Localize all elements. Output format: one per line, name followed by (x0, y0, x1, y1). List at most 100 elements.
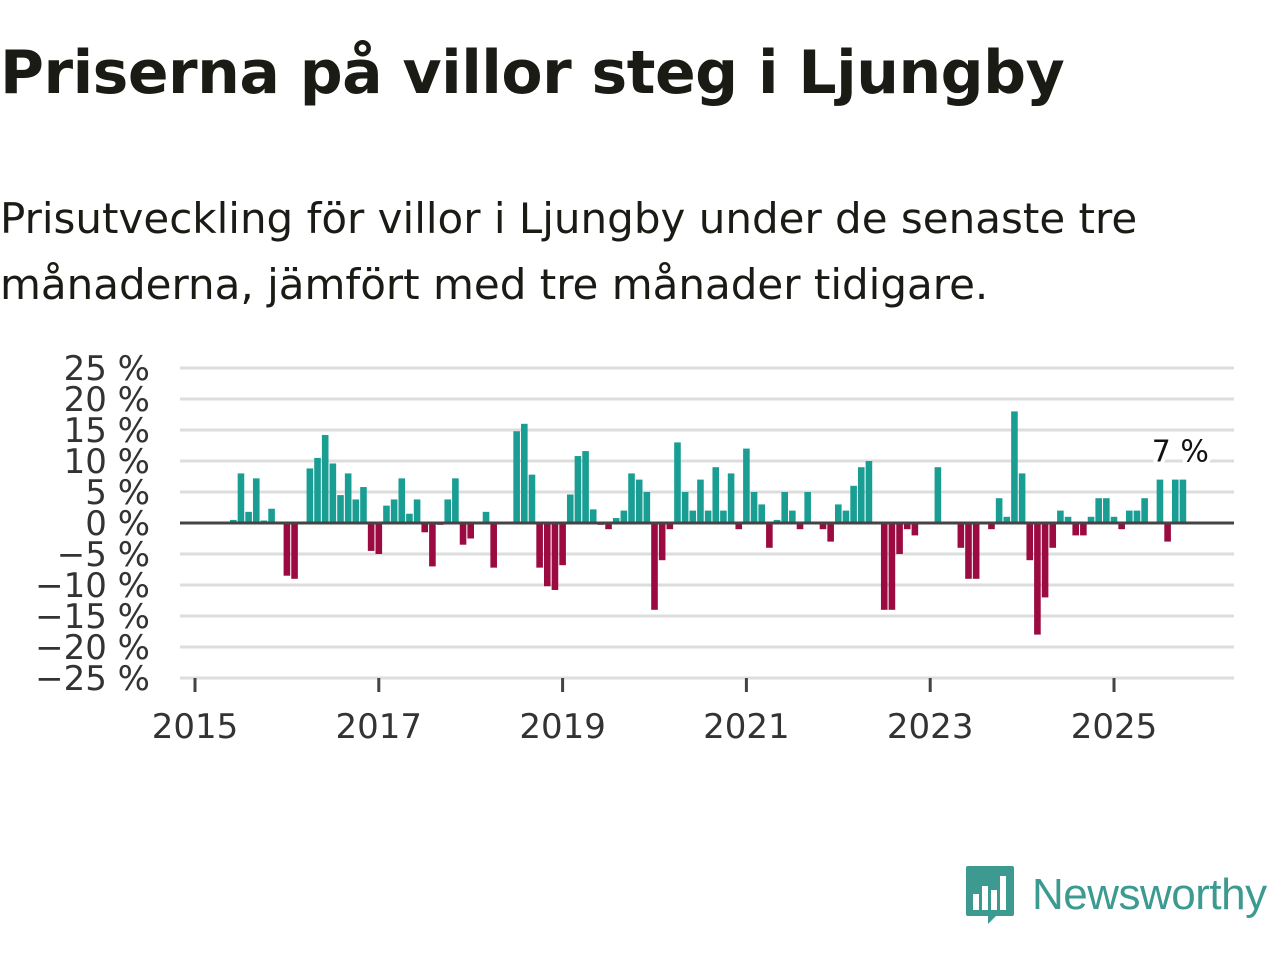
bar (965, 523, 972, 579)
bar (1026, 523, 1034, 561)
y-tick-label: 20 % (64, 380, 150, 420)
bar (459, 523, 467, 545)
bar (229, 519, 237, 523)
bar (429, 523, 436, 567)
bar (521, 423, 528, 523)
y-tick-label: 25 % (64, 349, 150, 389)
bar (957, 523, 965, 548)
bar (1049, 523, 1057, 548)
bar (758, 504, 766, 523)
bar (360, 487, 367, 523)
bar (896, 523, 903, 554)
bar (589, 509, 597, 523)
bar (559, 523, 566, 566)
newsworthy-logo-icon (966, 866, 1014, 924)
bar (819, 523, 827, 530)
bar (252, 478, 260, 523)
bar (1041, 523, 1049, 598)
axes (180, 521, 1234, 692)
bar (1087, 516, 1095, 523)
bar (283, 523, 291, 576)
bar (1057, 510, 1064, 523)
bars (229, 411, 1187, 635)
bar (743, 448, 750, 523)
bar (643, 492, 651, 523)
bar (536, 523, 543, 568)
bar (674, 442, 681, 523)
bar (237, 473, 245, 523)
bar (452, 478, 459, 523)
bar (413, 499, 421, 523)
chart-title: Priserna på villor steg i Ljungby (0, 38, 1065, 108)
y-tick-label: −20 % (35, 628, 150, 668)
bar (513, 431, 520, 523)
value-callout: 7 % (1152, 435, 1209, 470)
bar (666, 523, 674, 530)
y-tick-label: −15 % (35, 597, 150, 637)
bar (865, 461, 873, 523)
bar (773, 519, 781, 523)
chart-subtitle: Prisutveckling för villor i Ljungby unde… (0, 194, 1138, 309)
bar (804, 492, 811, 523)
bar (1064, 516, 1072, 523)
grid-lines (180, 366, 1234, 680)
bar (1034, 523, 1041, 635)
bar (735, 523, 743, 530)
x-tick-label: 2025 (1071, 707, 1158, 747)
bar (582, 451, 589, 523)
x-tick-label: 2017 (336, 707, 423, 747)
bar (972, 523, 980, 579)
bar (995, 498, 1003, 523)
bar (880, 523, 888, 610)
y-tick-label: 5 % (85, 473, 150, 513)
bar (704, 510, 712, 523)
bar (988, 523, 995, 530)
bar (620, 510, 628, 523)
bar (383, 505, 390, 523)
bar (1164, 523, 1171, 542)
bar (689, 510, 697, 523)
bar (789, 510, 796, 523)
bar (842, 510, 850, 523)
y-tick-label: −25 % (35, 659, 150, 699)
bar (1179, 479, 1187, 523)
bar (467, 523, 474, 539)
x-tick-label: 2019 (519, 707, 606, 747)
bar (750, 492, 758, 523)
bar (1103, 498, 1110, 523)
bar (888, 523, 896, 610)
bar (375, 523, 383, 554)
bar (720, 510, 727, 523)
bar (635, 479, 643, 523)
bar-chart: 25 %20 %15 %10 %5 %0 %−5 %−10 %−15 %−20 … (35, 349, 1234, 747)
brand-name: Newsworthy (1032, 870, 1267, 919)
bar (1141, 498, 1148, 523)
bar (444, 499, 452, 523)
bar (628, 473, 635, 523)
bar (827, 523, 834, 542)
bar (490, 523, 497, 568)
bar (1118, 523, 1125, 530)
bar (543, 523, 551, 587)
bar (1011, 411, 1018, 523)
newsworthy-logo: Newsworthy (964, 862, 1267, 928)
bar (329, 463, 337, 523)
bar (835, 504, 842, 523)
bar (528, 474, 536, 523)
bar (681, 492, 689, 523)
bar (482, 511, 490, 523)
x-axis-labels: 2015 2017 2019 2021 2023 2025 (152, 707, 1158, 747)
y-tick-label: −5 % (57, 535, 150, 575)
y-tick-label: 10 % (64, 442, 150, 482)
bar (796, 523, 804, 530)
bar (697, 479, 704, 523)
bar (903, 523, 911, 530)
x-tick-label: 2021 (703, 707, 790, 747)
bar (337, 495, 344, 523)
bar (1156, 479, 1164, 523)
bar (421, 523, 429, 533)
y-axis-labels: 25 %20 %15 %10 %5 %0 %−5 %−10 %−15 %−20 … (35, 349, 150, 699)
y-tick-label: 0 % (85, 504, 150, 544)
bar (344, 473, 352, 523)
bar (1133, 510, 1141, 523)
